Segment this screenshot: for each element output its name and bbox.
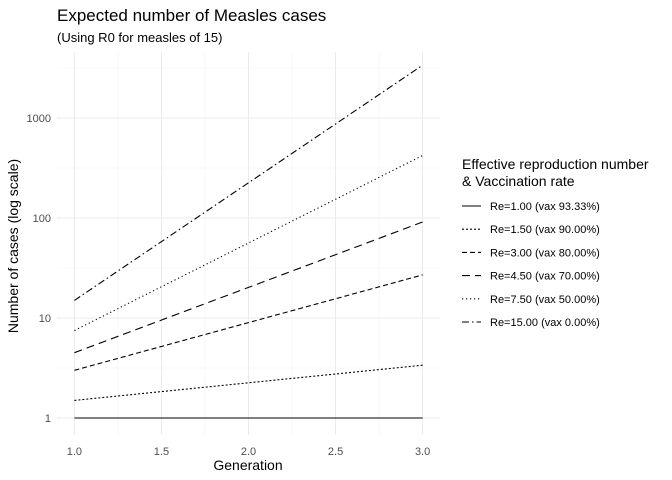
x-tick-label: 2.0	[241, 446, 256, 458]
y-tick-label: 100	[33, 213, 51, 225]
x-axis-ticks: 1.0 1.5 2.0 2.5 3.0	[67, 446, 430, 458]
series-line	[74, 64, 423, 301]
legend-label: Re=7.50 (vax 50.00%)	[490, 294, 600, 306]
grid	[57, 52, 440, 435]
legend-label: Re=1.50 (vax 90.00%)	[490, 224, 600, 236]
chart-subtitle: (Using R0 for measles of 15)	[57, 30, 222, 45]
series-lines	[74, 64, 423, 419]
y-tick-label: 1000	[27, 113, 51, 125]
y-tick-label: 1	[45, 413, 51, 425]
legend-label: Re=15.00 (vax 0.00%)	[490, 317, 600, 329]
x-tick-label: 2.5	[328, 446, 343, 458]
legend-label: Re=3.00 (vax 80.00%)	[490, 247, 600, 259]
legend: Effective reproduction number & Vaccinat…	[462, 156, 649, 329]
y-tick-label: 10	[39, 313, 51, 325]
legend-title-line-2: & Vaccination rate	[462, 173, 575, 189]
legend-title-line-1: Effective reproduction number	[462, 156, 649, 172]
series-line	[74, 221, 423, 354]
x-tick-label: 3.0	[415, 446, 430, 458]
y-axis-title: Number of cases (log scale)	[5, 159, 21, 333]
series-line	[74, 274, 423, 371]
x-axis-title: Generation	[213, 457, 282, 473]
legend-label: Re=4.50 (vax 70.00%)	[490, 271, 600, 283]
x-tick-label: 1.5	[154, 446, 169, 458]
x-tick-label: 1.0	[67, 446, 82, 458]
legend-label: Re=1.00 (vax 93.33%)	[490, 201, 600, 213]
chart-title: Expected number of Measles cases	[57, 6, 326, 25]
legend-items: Re=1.00 (vax 93.33%) Re=1.50 (vax 90.00%)…	[462, 201, 600, 329]
series-line	[74, 155, 423, 331]
y-axis-ticks: 1 10 100 1000	[27, 113, 51, 425]
